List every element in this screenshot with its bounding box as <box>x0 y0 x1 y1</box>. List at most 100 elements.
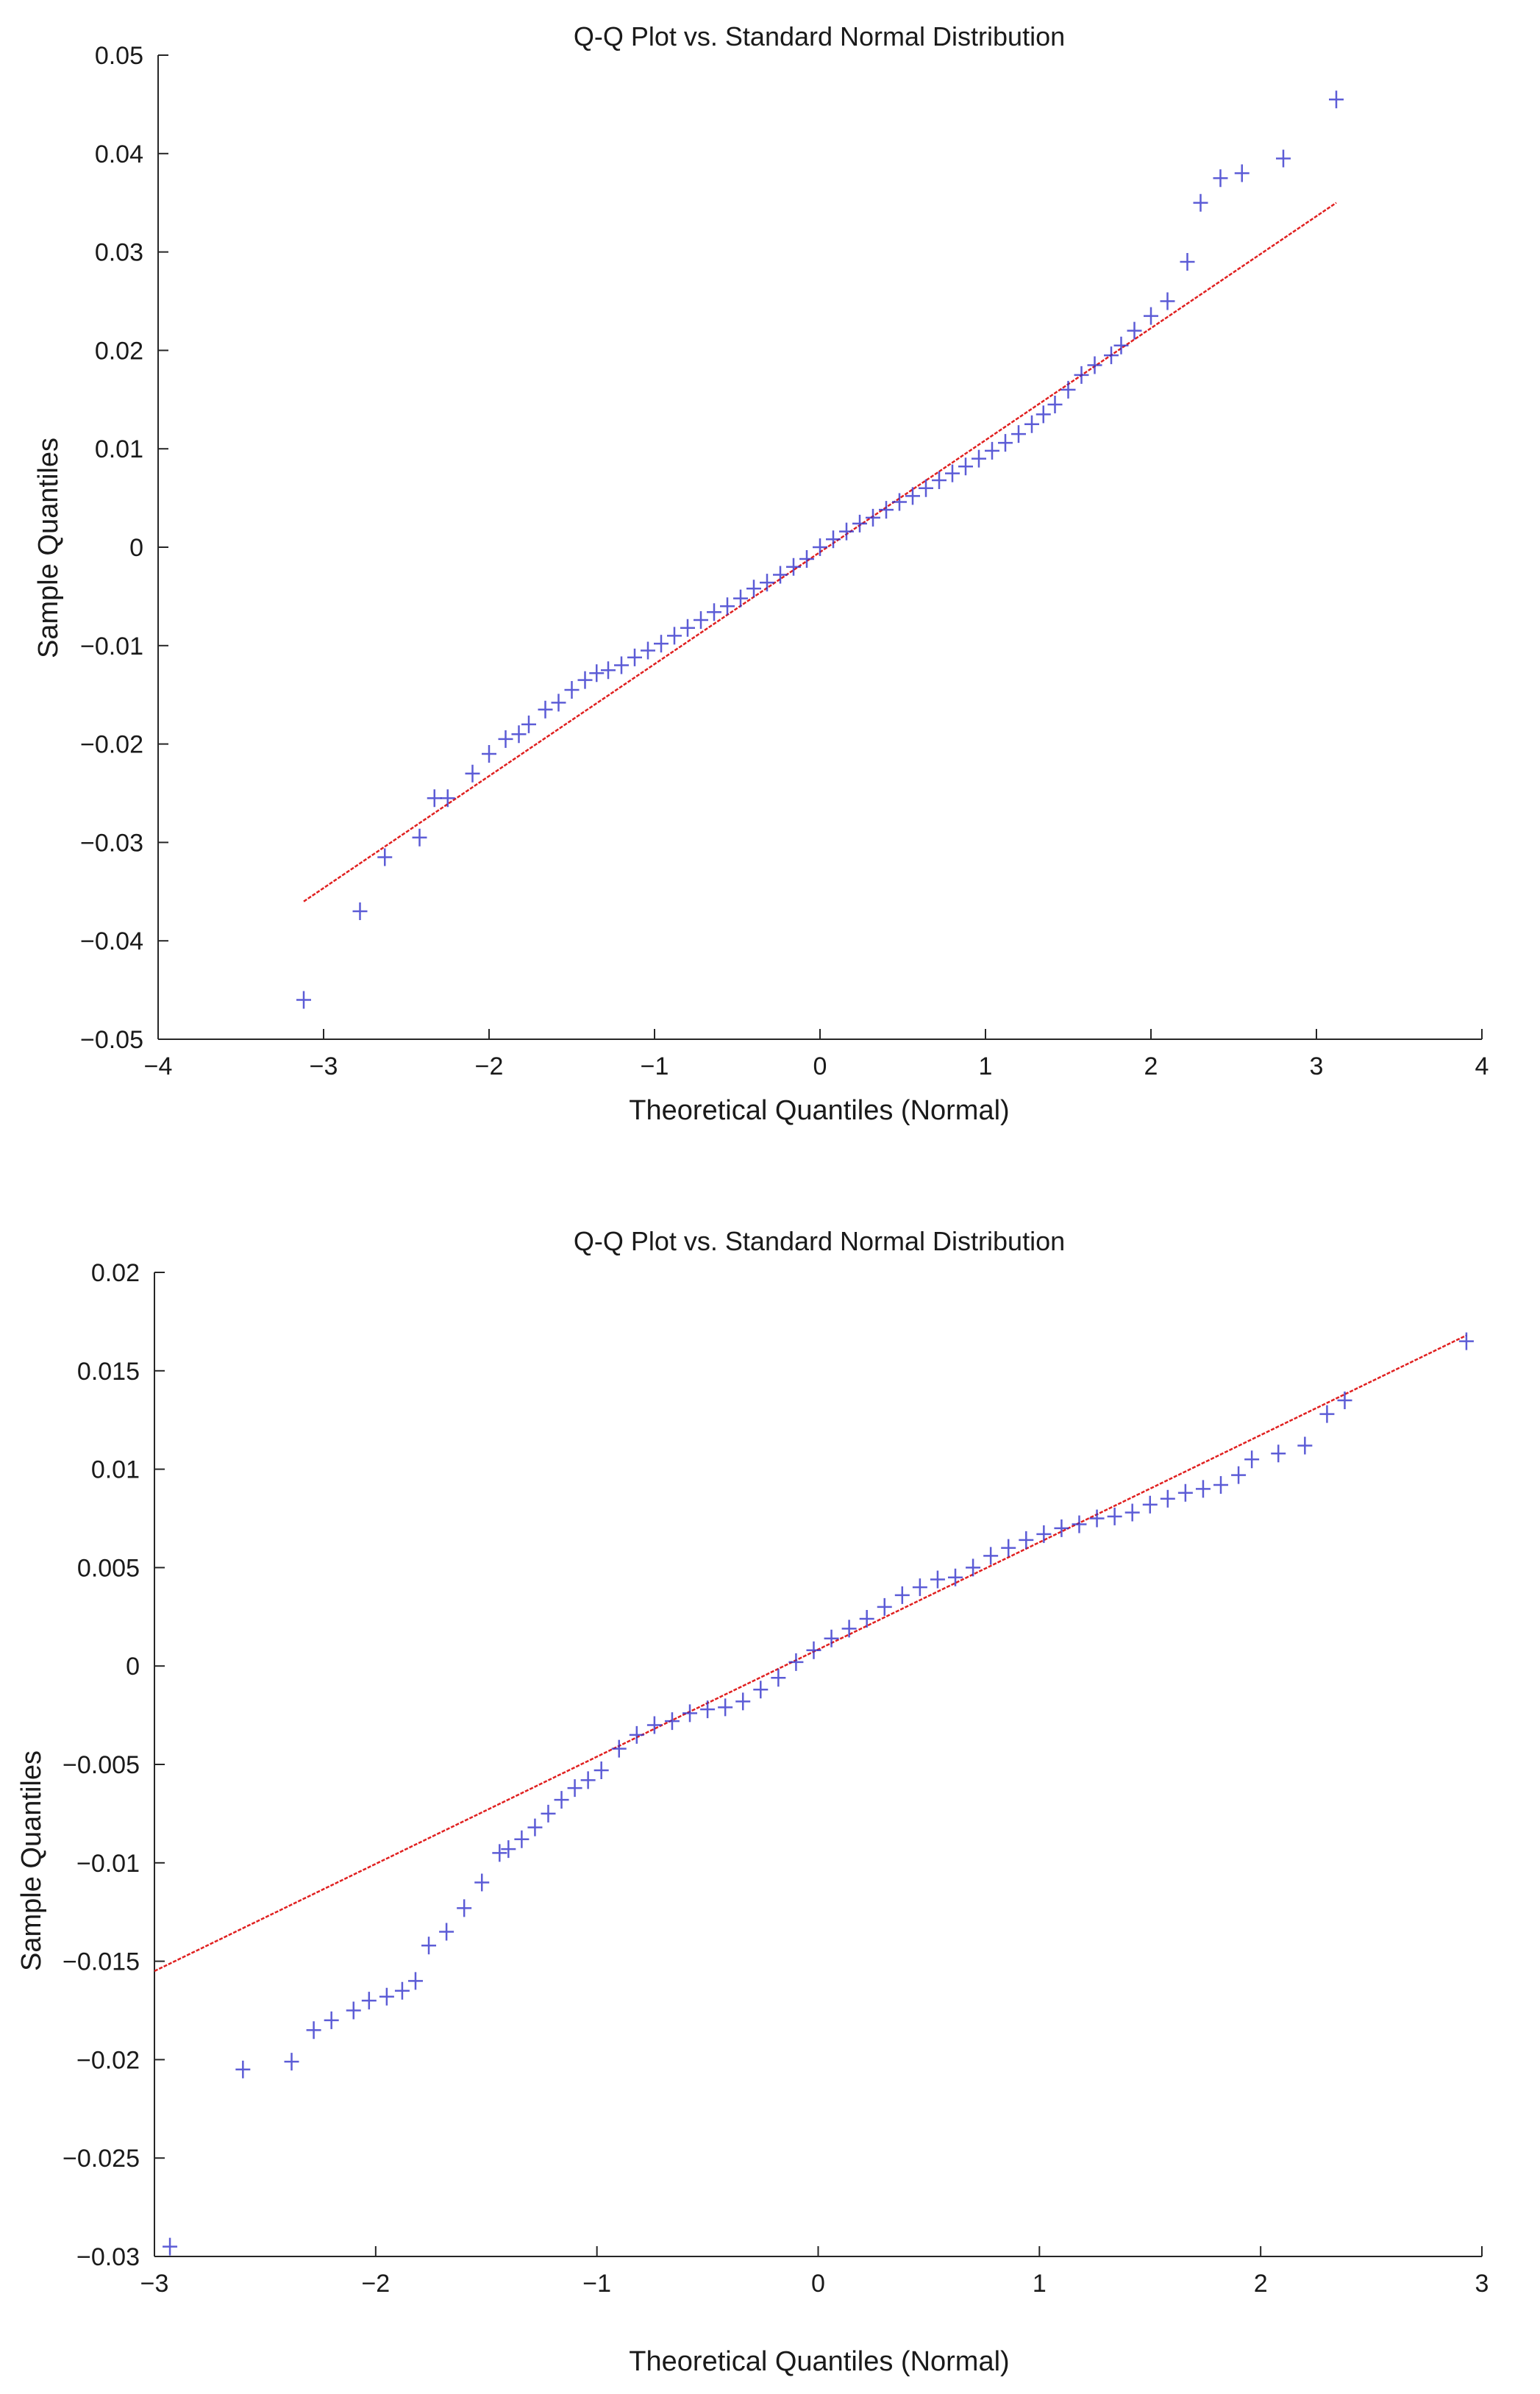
data-point <box>1319 1405 1335 1423</box>
y-tick-label: 0.02 <box>91 1259 140 1287</box>
data-point <box>892 493 907 511</box>
data-point <box>1329 90 1344 109</box>
y-tick-label: −0.04 <box>80 927 143 955</box>
x-tick-label: −2 <box>475 1052 504 1080</box>
data-point <box>551 694 566 712</box>
x-tick-label: 4 <box>1475 1052 1489 1080</box>
qq-chart-bottom-svg: Q-Q Plot vs. Standard Normal Distributio… <box>16 1226 1489 2377</box>
data-point <box>541 1804 556 1823</box>
data-point <box>440 789 455 808</box>
data-point <box>694 611 708 630</box>
data-point <box>1035 405 1051 424</box>
data-point <box>538 700 553 719</box>
x-tick-label: 1 <box>1033 2270 1047 2298</box>
data-point <box>580 1771 596 1789</box>
data-point <box>482 744 496 763</box>
chart-title: Q-Q Plot vs. Standard Normal Distributio… <box>574 21 1065 51</box>
data-point <box>235 2060 251 2078</box>
x-tick-label: −4 <box>144 1052 173 1080</box>
data-point <box>826 530 841 549</box>
y-tick-label: −0.02 <box>80 731 143 759</box>
y-tick-label: −0.05 <box>80 1026 143 1054</box>
y-tick-label: −0.005 <box>63 1751 140 1779</box>
data-point <box>589 664 605 683</box>
x-tick-label: −3 <box>140 2270 169 2298</box>
y-tick-label: 0.05 <box>95 42 143 70</box>
data-point <box>1104 346 1119 365</box>
data-series <box>163 1332 1474 2256</box>
data-point <box>465 764 480 783</box>
chart-title: Q-Q Plot vs. Standard Normal Distributio… <box>574 1226 1065 1256</box>
data-point <box>457 1899 472 1917</box>
data-point <box>824 1629 839 1647</box>
data-point <box>1107 1507 1122 1525</box>
y-tick-label: −0.025 <box>63 2145 140 2173</box>
data-point <box>361 1992 377 2010</box>
y-tick-label: 0.02 <box>95 337 143 365</box>
data-point <box>859 1609 874 1628</box>
x-tick-label: −1 <box>641 1052 669 1080</box>
data-point <box>985 441 999 460</box>
data-point <box>680 619 695 637</box>
data-point <box>407 1972 423 1990</box>
data-point <box>1001 1539 1016 1557</box>
data-point <box>379 1987 394 2006</box>
data-point <box>377 848 393 866</box>
data-point <box>912 1578 927 1597</box>
x-tick-label: 0 <box>811 2270 825 2298</box>
data-point <box>1271 1444 1286 1463</box>
x-tick-label: 2 <box>1254 2270 1268 2298</box>
y-tick-label: −0.03 <box>76 2243 140 2271</box>
data-point <box>474 1873 490 1892</box>
data-point <box>439 1923 454 1941</box>
data-point <box>1160 1489 1175 1508</box>
data-point <box>948 1568 963 1586</box>
data-point <box>1124 1503 1140 1522</box>
data-point <box>501 1840 516 1859</box>
data-point <box>394 1981 410 2000</box>
data-point <box>1060 380 1076 399</box>
data-point <box>806 1641 821 1659</box>
data-point <box>1297 1436 1313 1455</box>
data-point <box>1144 307 1158 325</box>
y-axis-label: Sample Quantiles <box>33 438 64 658</box>
data-point <box>521 715 536 733</box>
data-point <box>567 1779 582 1798</box>
data-point <box>306 2021 321 2039</box>
data-point <box>1244 1450 1260 1469</box>
data-point <box>905 487 920 505</box>
data-point <box>735 1692 751 1711</box>
data-point <box>1337 1391 1352 1409</box>
data-point <box>841 1620 857 1638</box>
data-point <box>894 1586 910 1604</box>
data-point <box>786 557 801 576</box>
data-point <box>1142 1495 1158 1514</box>
data-point <box>498 730 513 748</box>
data-point <box>514 1830 530 1848</box>
y-tick-label: 0 <box>129 534 143 562</box>
data-point <box>1074 366 1089 384</box>
data-point <box>1458 1332 1474 1350</box>
data-series <box>296 90 1344 1009</box>
data-point <box>593 1761 609 1780</box>
y-tick-label: 0.03 <box>95 239 143 267</box>
data-point <box>296 991 311 1009</box>
data-point <box>771 1669 786 1687</box>
data-point <box>492 1844 507 1862</box>
x-axis-label: Theoretical Quantiles (Normal) <box>629 1095 1009 1126</box>
y-tick-label: −0.01 <box>76 1850 140 1878</box>
data-point <box>839 522 854 541</box>
data-point <box>654 635 669 653</box>
y-tick-label: −0.02 <box>76 2046 140 2074</box>
data-point <box>972 449 986 468</box>
data-point <box>1193 193 1208 212</box>
data-point <box>945 464 960 482</box>
data-point <box>577 671 593 689</box>
data-point <box>1024 415 1039 433</box>
data-point <box>1054 1519 1069 1537</box>
data-point <box>601 661 616 680</box>
data-point <box>788 1653 804 1671</box>
qq-chart-top-svg: Q-Q Plot vs. Standard Normal Distributio… <box>33 21 1489 1126</box>
data-point <box>799 550 814 569</box>
data-point <box>753 1681 769 1699</box>
